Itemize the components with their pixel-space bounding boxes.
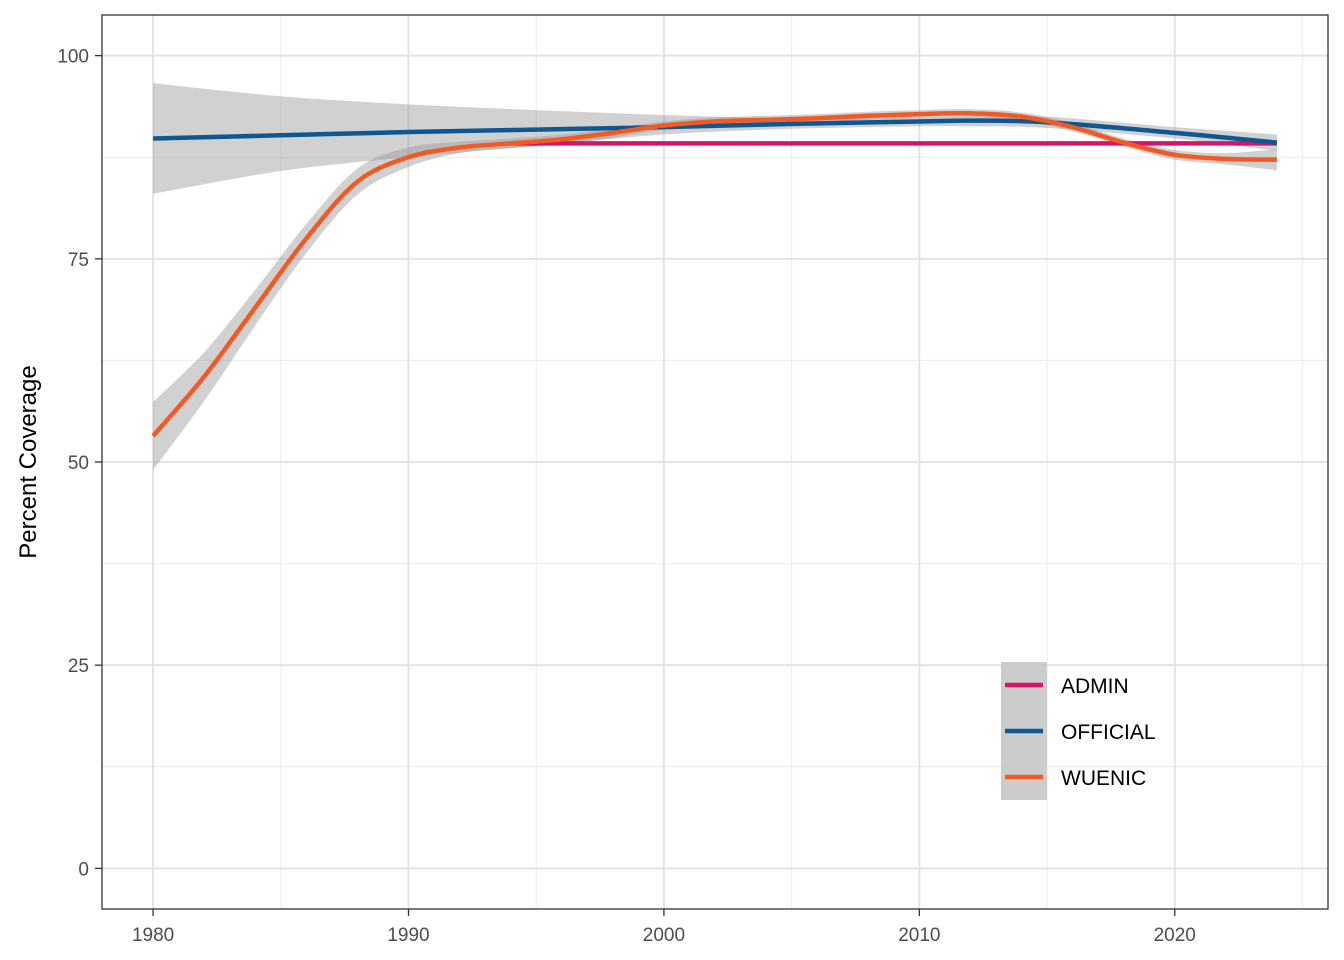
legend-label-wuenic: WUENIC	[1061, 767, 1146, 790]
y-tick-label: 50	[68, 453, 89, 474]
x-tick-label: 2020	[1154, 925, 1196, 946]
x-tick-label: 1980	[132, 925, 174, 946]
series-lines	[151, 110, 1278, 438]
legend: ADMIN OFFICIAL WUENIC	[1001, 662, 1156, 800]
y-tick-label: 0	[78, 859, 89, 880]
line-wuenic	[151, 110, 1277, 438]
y-axis: 0 25 50 75 100	[57, 47, 102, 880]
major-gridlines	[102, 15, 1328, 909]
x-tick-label: 1990	[387, 925, 429, 946]
x-tick-label: 2000	[643, 925, 685, 946]
y-tick-label: 75	[68, 250, 89, 271]
legend-label-official: OFFICIAL	[1061, 721, 1156, 744]
y-axis-title: Percent Coverage	[15, 365, 42, 558]
ribbon-official	[153, 83, 1277, 194]
y-tick-label: 100	[57, 47, 89, 68]
y-tick-label: 25	[68, 656, 89, 677]
line-official	[153, 118, 1278, 145]
legend-label-admin: ADMIN	[1061, 675, 1129, 698]
x-tick-label: 2010	[898, 925, 940, 946]
x-axis: 1980 1990 2000 2010 2020	[132, 909, 1196, 946]
